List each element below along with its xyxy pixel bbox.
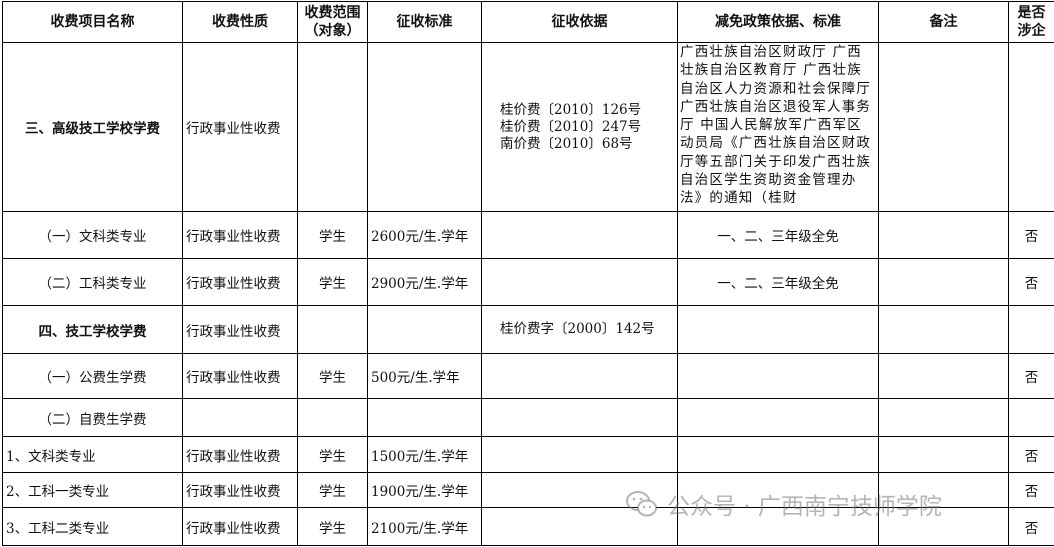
fee-scope: 学生 — [297, 258, 368, 306]
note — [878, 42, 1009, 212]
involves-enterprise: 否 — [1008, 211, 1054, 259]
header-row: 收费项目名称 收费性质 收费范围（对象） 征收标准 征收依据 减免政策依据、标准… — [2, 1, 1054, 43]
item-name: 三、高级技工学校学费 — [2, 42, 183, 212]
fee-nature: 行政事业性收费 — [182, 305, 298, 354]
fee-scope — [297, 398, 368, 437]
header-cell: 备注 — [878, 1, 1009, 43]
note — [878, 353, 1009, 399]
fee-scope: 学生 — [297, 507, 368, 546]
exemption-policy: 广西壮族自治区财政厅 广西壮族自治区教育厅 广西壮族自治区人力资源和社会保障厅 … — [677, 42, 879, 212]
note — [878, 305, 1009, 354]
watermark-text: 公众号 · 广西南宁技师学院 — [667, 494, 942, 520]
item-name: 3、工科二类专业 — [2, 507, 183, 546]
fee-basis — [481, 258, 678, 306]
wechat-icon — [626, 491, 657, 517]
fee-basis — [481, 507, 678, 546]
header-cell: 收费性质 — [182, 1, 298, 43]
exemption-policy — [677, 353, 879, 399]
fee-standard: 1900元/生.学年 — [367, 472, 482, 508]
fee-basis — [481, 353, 678, 399]
item-name: （一）公费生学费 — [2, 353, 183, 399]
basis-line: 桂价费〔2010〕126号 — [500, 101, 642, 118]
fee-nature — [182, 398, 298, 437]
exemption-policy — [677, 507, 879, 546]
item-name: 1、文科类专业 — [2, 436, 183, 473]
header-cell: 是否涉企 — [1008, 1, 1054, 43]
fee-scope: 学生 — [297, 353, 368, 399]
fee-standard — [367, 398, 482, 437]
involves-enterprise — [1008, 305, 1054, 354]
fee-nature: 行政事业性收费 — [182, 436, 298, 473]
table-row: （一）文科类专业 行政事业性收费 学生 2600元/生.学年 一、二、三年级全免… — [2, 211, 1054, 259]
fee-scope — [297, 305, 368, 354]
fee-standard — [367, 42, 482, 212]
fee-basis — [481, 211, 678, 259]
fee-basis: 桂价费字〔2000〕142号 — [481, 305, 678, 354]
fee-standard: 2600元/生.学年 — [367, 211, 482, 259]
note — [878, 211, 1009, 259]
header-cell: 收费范围（对象） — [297, 1, 368, 43]
involves-enterprise — [1008, 42, 1054, 212]
table-row: 2、工科一类专业 行政事业性收费 学生 1900元/生.学年 否 — [2, 472, 1054, 508]
fee-basis — [481, 398, 678, 437]
table-row: （二）工科类专业 行政事业性收费 学生 2900元/生.学年 一、二、三年级全免… — [2, 258, 1054, 306]
header-cell: 收费项目名称 — [2, 1, 183, 43]
involves-enterprise: 否 — [1008, 353, 1054, 399]
fee-basis: 桂价费〔2010〕126号 桂价费〔2010〕247号 南价费〔2010〕68号 — [481, 42, 678, 212]
header-cell: 减免政策依据、标准 — [677, 1, 879, 43]
fee-nature: 行政事业性收费 — [182, 472, 298, 508]
watermark: 公众号 · 广西南宁技师学院 — [625, 487, 942, 521]
note — [878, 398, 1009, 437]
involves-enterprise: 否 — [1008, 472, 1054, 508]
note — [878, 258, 1009, 306]
fee-scope — [297, 42, 368, 212]
header-cell: 征收依据 — [481, 1, 678, 43]
note — [878, 507, 1009, 546]
basis-line: 南价费〔2010〕68号 — [500, 135, 633, 152]
fee-nature: 行政事业性收费 — [182, 258, 298, 306]
table-row: （二）自费生学费 — [2, 398, 1054, 437]
involves-enterprise: 否 — [1008, 258, 1054, 306]
involves-enterprise — [1008, 398, 1054, 437]
fee-nature: 行政事业性收费 — [182, 507, 298, 546]
table-row: 四、技工学校学费 行政事业性收费 桂价费字〔2000〕142号 — [2, 305, 1054, 354]
basis-line: 桂价费〔2010〕247号 — [500, 118, 642, 135]
fee-standard: 2100元/生.学年 — [367, 507, 482, 546]
fee-basis — [481, 436, 678, 473]
exemption-policy — [677, 436, 879, 473]
exemption-policy — [677, 305, 879, 354]
table-row: 3、工科二类专业 行政事业性收费 学生 2100元/生.学年 否 — [2, 507, 1054, 546]
fee-standard: 2900元/生.学年 — [367, 258, 482, 306]
involves-enterprise: 否 — [1008, 436, 1054, 473]
basis-line: 桂价费字〔2000〕142号 — [500, 321, 655, 337]
fee-standard: 1500元/生.学年 — [367, 436, 482, 473]
fee-nature: 行政事业性收费 — [182, 42, 298, 212]
fee-standard: 500元/生.学年 — [367, 353, 482, 399]
item-name: 四、技工学校学费 — [2, 305, 183, 354]
table-row: 三、高级技工学校学费 行政事业性收费 桂价费〔2010〕126号 桂价费〔2010… — [2, 42, 1054, 212]
fee-scope: 学生 — [297, 472, 368, 508]
involves-enterprise: 否 — [1008, 507, 1054, 546]
fee-standard — [367, 305, 482, 354]
table-row: 1、文科类专业 行政事业性收费 学生 1500元/生.学年 否 — [2, 436, 1054, 473]
table-row: （一）公费生学费 行政事业性收费 学生 500元/生.学年 否 — [2, 353, 1054, 399]
exemption-policy: 一、二、三年级全免 — [677, 258, 879, 306]
fee-nature: 行政事业性收费 — [182, 211, 298, 259]
note — [878, 436, 1009, 473]
item-name: （一）文科类专业 — [2, 211, 183, 259]
fee-scope: 学生 — [297, 436, 368, 473]
fee-scope: 学生 — [297, 211, 368, 259]
item-name: （二）自费生学费 — [2, 398, 183, 437]
item-name: 2、工科一类专业 — [2, 472, 183, 508]
item-name: （二）工科类专业 — [2, 258, 183, 306]
fee-nature: 行政事业性收费 — [182, 353, 298, 399]
header-cell: 征收标准 — [367, 1, 482, 43]
exemption-policy: 一、二、三年级全免 — [677, 211, 879, 259]
exemption-policy — [677, 398, 879, 437]
